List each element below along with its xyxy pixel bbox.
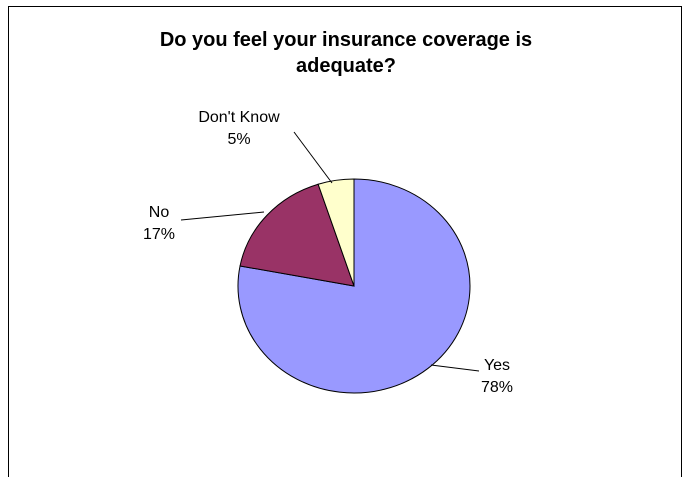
slice-name-label-no: No	[149, 204, 170, 221]
leader-line-yes	[430, 364, 480, 372]
slice-value-label-don-t-know: 5%	[227, 131, 250, 148]
slice-name-label-yes: Yes	[484, 357, 510, 374]
pie-slice-no	[239, 183, 355, 287]
leader-line-don-t-know	[293, 131, 333, 184]
leader-line-no	[180, 211, 265, 221]
chart-title-line-1: Do you feel your insurance coverage is	[159, 29, 533, 51]
slice-name-label-don-t-know: Don't Know	[198, 109, 280, 126]
chart-area: Do you feel your insurance coverage is a…	[8, 6, 682, 477]
pie-chart: Yes 78% No 17% Don't Know 5%	[143, 109, 513, 396]
pie-slice-don-t-know	[317, 178, 355, 287]
chart-title: Do you feel your insurance coverage is a…	[9, 27, 683, 79]
slice-value-label-no: 17%	[143, 226, 175, 243]
slice-value-label-yes: 78%	[481, 379, 513, 396]
chart-title-line-2: adequate?	[295, 55, 397, 77]
